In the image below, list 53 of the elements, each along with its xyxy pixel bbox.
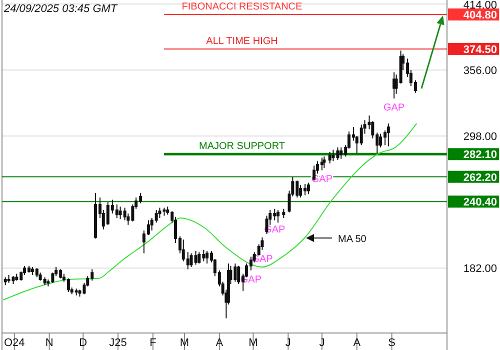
x-tick-label: J	[285, 337, 291, 349]
candlestick	[15, 273, 18, 282]
candlestick	[328, 151, 332, 164]
x-tick-label: S	[388, 337, 396, 349]
candlestick	[276, 210, 280, 224]
candlestick	[386, 123, 390, 147]
candlestick	[194, 250, 198, 266]
candlestick	[74, 288, 78, 296]
candlestick	[12, 276, 15, 285]
y-tick-label: 404.80	[463, 9, 497, 22]
candlestick	[282, 208, 286, 219]
annotation: MA 50	[338, 234, 367, 245]
candlestick	[94, 192, 98, 240]
candlestick	[158, 207, 162, 219]
y-tick-label: 298.00	[463, 131, 497, 144]
candlestick	[35, 268, 38, 278]
candlestick	[332, 149, 335, 162]
y-tick-label: 182.00	[463, 263, 497, 276]
candlestick	[198, 252, 201, 264]
candlestick	[392, 72, 396, 99]
candlestick	[43, 276, 46, 286]
x-tick-label: J25	[109, 337, 127, 349]
candlestick	[340, 146, 343, 160]
ref-line-label: 240.40	[463, 196, 497, 209]
candlestick	[115, 204, 118, 219]
x-tick-label: D	[79, 337, 88, 349]
annotation: GAP	[383, 102, 405, 114]
ref-line-label: FIBONACCI RESISTANCE	[182, 1, 303, 12]
chart-title: 24/09/2025 03:45 GMT	[3, 3, 118, 15]
candlestick	[320, 157, 324, 171]
ref-line-label: 262.20	[463, 172, 497, 184]
x-tick-label: F	[150, 337, 157, 349]
y-tick-label: 414.00	[463, 0, 497, 12]
candlestick	[66, 278, 70, 293]
x-tick-label: M	[180, 337, 190, 349]
candlestick	[206, 250, 209, 264]
candlestick	[322, 156, 326, 168]
x-tick-label: N	[45, 337, 54, 349]
ref-line-label: ALL TIME HIGH	[206, 36, 278, 47]
x-tick-label: A	[353, 337, 362, 349]
candlestick	[299, 184, 302, 198]
x-tick-label: M	[248, 337, 258, 349]
x-tick-label: O24	[4, 337, 25, 349]
x-tick-label: A	[216, 337, 224, 349]
x-tick-label: J	[319, 337, 325, 349]
candlestick	[123, 207, 126, 221]
candlestick	[306, 182, 310, 195]
y-tick-label: 374.50	[463, 44, 497, 56]
line-series	[2, 123, 418, 300]
ref-line-label: MAJOR SUPPORT	[199, 141, 285, 152]
candlestick	[4, 276, 7, 286]
y-tick-label: 282.10	[463, 149, 497, 162]
y-tick-label: 356.00	[463, 65, 497, 78]
